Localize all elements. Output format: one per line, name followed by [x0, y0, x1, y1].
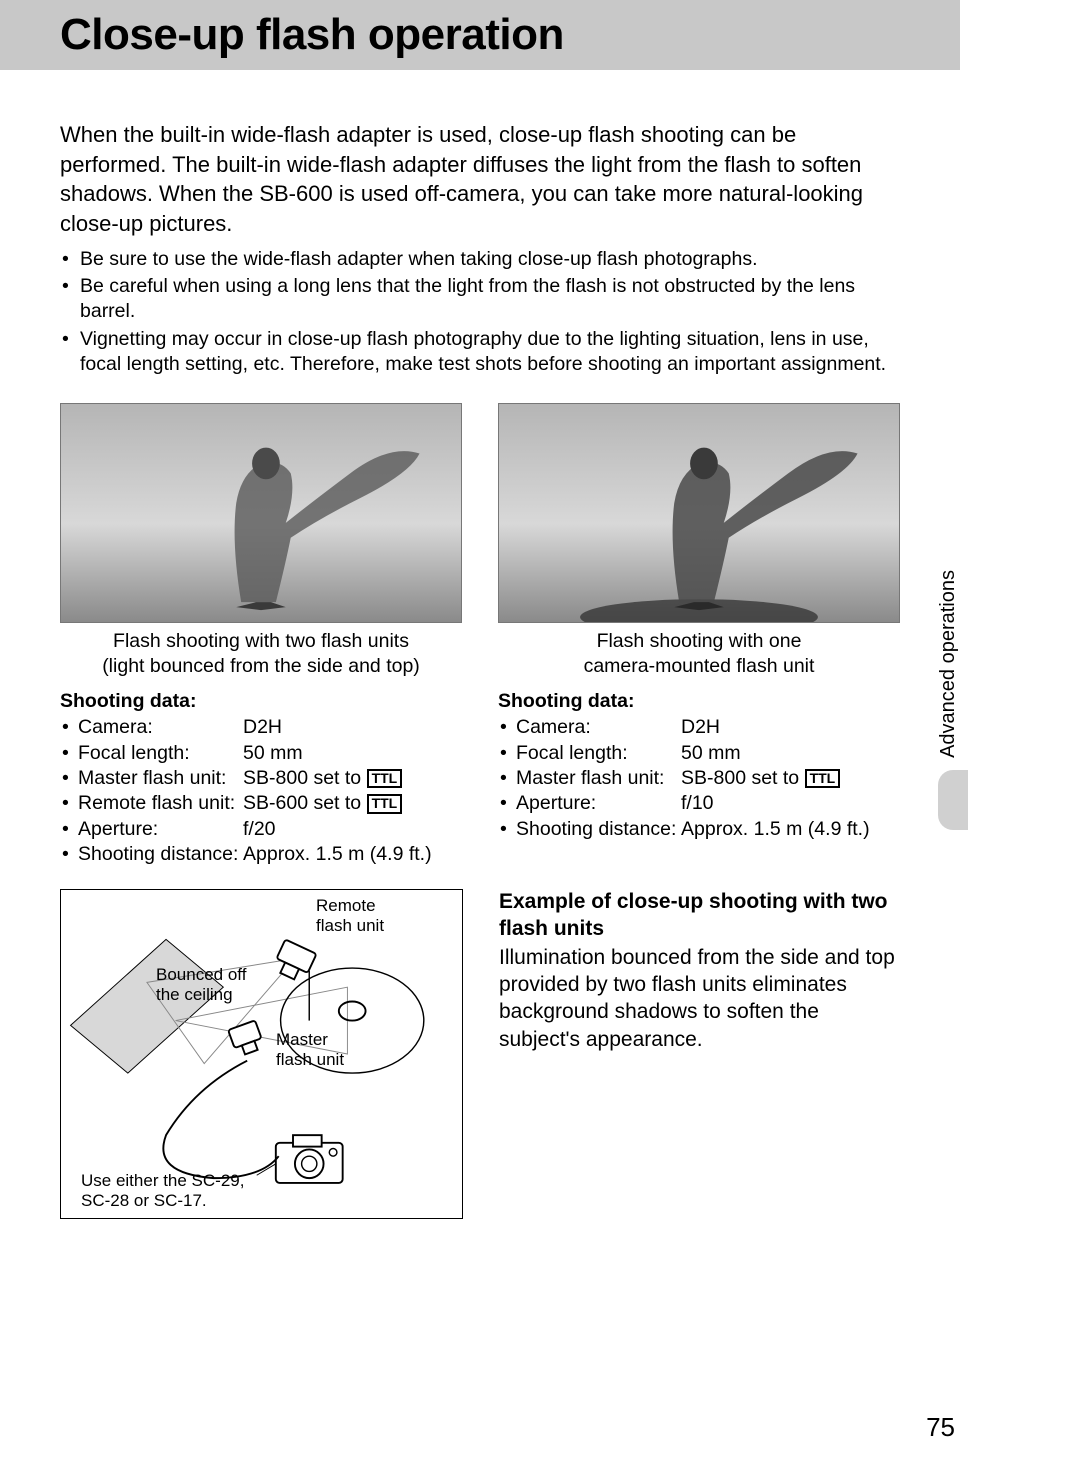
intro-paragraph: When the built-in wide-flash adapter is … — [60, 120, 900, 239]
shoot-row: Shooting distance:Approx. 1.5 m (4.9 ft.… — [60, 842, 462, 867]
diagram-label-cable: Use either the SC-29, SC-28 or SC-17. — [81, 1171, 244, 1210]
shoot-row: Master flash unit:SB-800 set to TTL — [60, 766, 462, 791]
intro-bullet: Be sure to use the wide-flash adapter wh… — [60, 247, 900, 272]
shooting-data-list: Camera:D2H Focal length:50 mm Master fla… — [498, 715, 900, 842]
shoot-row: Remote flash unit:SB-600 set to TTL — [60, 791, 462, 816]
diagram-label-master: Master flash unit — [276, 1030, 344, 1069]
section-thumb-tab: Advanced operations — [937, 570, 960, 758]
ttl-icon: TTL — [367, 769, 403, 788]
photo-comparison-row: Flash shooting with two flash units (lig… — [60, 403, 900, 867]
shoot-row: Master flash unit:SB-800 set to TTL — [498, 766, 900, 791]
page-header: Close-up flash operation — [0, 0, 960, 70]
page-number: 75 — [926, 1412, 955, 1443]
shoot-row: Aperture:f/20 — [60, 817, 462, 842]
shoot-row: Focal length:50 mm — [60, 741, 462, 766]
thumb-tab-bg — [938, 770, 968, 830]
shoot-row: Shooting distance:Approx. 1.5 m (4.9 ft.… — [498, 817, 900, 842]
setup-diagram: Remote flash unit Bounced off the ceilin… — [60, 889, 463, 1219]
photo-caption: Flash shooting with two flash units (lig… — [60, 629, 462, 678]
shoot-row: Camera:D2H — [60, 715, 462, 740]
lower-row: Remote flash unit Bounced off the ceilin… — [60, 889, 900, 1219]
photo-caption: Flash shooting with one camera-mounted f… — [498, 629, 900, 678]
example-photo-one-flash — [498, 403, 900, 623]
shooting-data-list: Camera:D2H Focal length:50 mm Master fla… — [60, 715, 462, 867]
example-photo-two-flash — [60, 403, 462, 623]
shoot-row: Aperture:f/10 — [498, 791, 900, 816]
example-body: Illumination bounced from the side and t… — [499, 944, 900, 1053]
intro-bullet: Vignetting may occur in close-up flash p… — [60, 327, 900, 378]
ttl-icon: TTL — [805, 769, 841, 788]
example-text-column: Example of close-up shooting with two fl… — [499, 889, 900, 1219]
left-column: Flash shooting with two flash units (lig… — [60, 403, 462, 867]
intro-bullet-list: Be sure to use the wide-flash adapter wh… — [60, 247, 900, 378]
diagram-label-bounced: Bounced off the ceiling — [156, 965, 246, 1004]
shoot-row: Camera:D2H — [498, 715, 900, 740]
shooting-data-title: Shooting data: — [498, 690, 900, 713]
right-column: Flash shooting with one camera-mounted f… — [498, 403, 900, 867]
example-heading: Example of close-up shooting with two fl… — [499, 889, 900, 942]
page-content: When the built-in wide-flash adapter is … — [0, 70, 960, 1219]
shoot-row: Focal length:50 mm — [498, 741, 900, 766]
intro-bullet: Be careful when using a long lens that t… — [60, 274, 900, 325]
ttl-icon: TTL — [367, 794, 403, 813]
diagram-label-remote: Remote flash unit — [316, 896, 384, 935]
page-title: Close-up flash operation — [60, 10, 564, 60]
shooting-data-title: Shooting data: — [60, 690, 462, 713]
